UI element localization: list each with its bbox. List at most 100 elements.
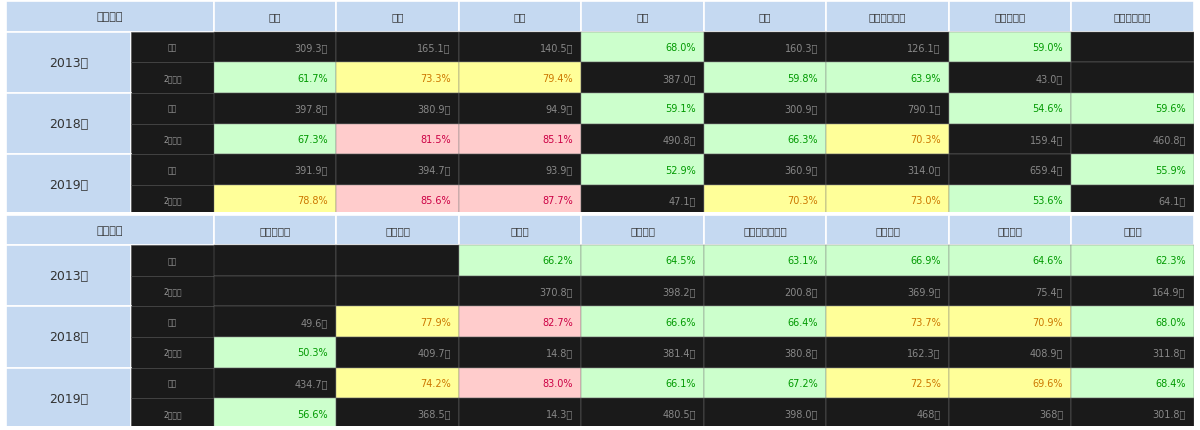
Text: 78.8%: 78.8%	[298, 196, 328, 206]
Bar	[1072, 368, 1194, 398]
Bar	[827, 307, 949, 337]
Text: 480.5万: 480.5万	[662, 408, 696, 418]
Text: 159.4万: 159.4万	[1030, 135, 1063, 144]
Bar	[131, 276, 214, 307]
Text: 93.9万: 93.9万	[546, 165, 574, 175]
Text: 79.4%: 79.4%	[542, 74, 574, 83]
Text: 69.6%: 69.6%	[1033, 378, 1063, 388]
Bar	[582, 185, 704, 216]
Bar	[336, 215, 458, 246]
Text: 初回: 初回	[168, 378, 176, 387]
Bar	[1072, 337, 1194, 368]
Text: 94.9万: 94.9万	[546, 104, 574, 114]
Text: アメリカ: アメリカ	[630, 225, 655, 235]
Bar	[1072, 246, 1194, 276]
Text: 59.8%: 59.8%	[787, 74, 818, 83]
Bar	[827, 276, 949, 307]
Bar	[6, 307, 131, 368]
Bar	[336, 307, 458, 337]
Text: 64.6%: 64.6%	[1033, 256, 1063, 266]
Bar	[827, 246, 949, 276]
Text: イギリス: イギリス	[875, 225, 900, 235]
Bar	[336, 276, 458, 307]
Bar	[949, 63, 1072, 94]
Text: 66.9%: 66.9%	[910, 256, 941, 266]
Bar	[458, 124, 582, 155]
Bar	[214, 246, 336, 276]
Text: ベトナム: ベトナム	[385, 225, 410, 235]
Bar	[131, 185, 214, 216]
Bar	[704, 155, 827, 185]
Text: 初回: 初回	[168, 317, 176, 326]
Bar	[131, 155, 214, 185]
Bar	[458, 276, 582, 307]
Text: 訪日回数: 訪日回数	[97, 12, 124, 22]
Text: 370.8万: 370.8万	[540, 286, 574, 296]
Bar	[1072, 307, 1194, 337]
Text: フィリピン: フィリピン	[259, 225, 290, 235]
Bar	[704, 124, 827, 155]
Bar	[1072, 215, 1194, 246]
Text: 490.8万: 490.8万	[662, 135, 696, 144]
Bar	[458, 307, 582, 337]
Text: 70.3%: 70.3%	[910, 135, 941, 144]
Bar	[458, 2, 582, 33]
Bar	[458, 215, 582, 246]
Bar	[131, 337, 214, 368]
Bar	[949, 398, 1072, 429]
Text: 66.4%: 66.4%	[787, 317, 818, 327]
Bar	[1072, 398, 1194, 429]
Bar	[949, 276, 1072, 307]
Text: 72.5%: 72.5%	[910, 378, 941, 388]
Text: 2度・含: 2度・含	[163, 135, 181, 144]
Bar	[1072, 63, 1194, 94]
Bar	[336, 246, 458, 276]
Bar	[458, 185, 582, 216]
Text: 160.3万: 160.3万	[785, 43, 818, 53]
Bar	[1072, 124, 1194, 155]
Bar	[949, 215, 1072, 246]
Bar	[458, 337, 582, 368]
Bar	[458, 155, 582, 185]
Bar	[336, 124, 458, 155]
Text: 2018年: 2018年	[49, 118, 88, 131]
Bar	[131, 94, 214, 124]
Text: 68.0%: 68.0%	[1156, 317, 1186, 327]
Text: 387.0万: 387.0万	[662, 74, 696, 83]
Bar	[336, 63, 458, 94]
Bar	[704, 276, 827, 307]
Text: 2019年: 2019年	[49, 392, 88, 405]
Bar	[214, 276, 336, 307]
Text: 309.3万: 309.3万	[295, 43, 328, 53]
Text: 381.4万: 381.4万	[662, 347, 696, 357]
Text: 49.6万: 49.6万	[301, 317, 328, 327]
Text: 59.6%: 59.6%	[1156, 104, 1186, 114]
Bar	[1072, 33, 1194, 63]
Bar	[582, 94, 704, 124]
Bar	[458, 398, 582, 429]
Bar	[1072, 276, 1194, 307]
Text: 66.6%: 66.6%	[665, 317, 696, 327]
Bar	[214, 33, 336, 63]
Text: 311.8万: 311.8万	[1152, 347, 1186, 357]
Bar	[458, 94, 582, 124]
Text: 380.8万: 380.8万	[785, 347, 818, 357]
Bar	[582, 33, 704, 63]
Text: 659.4万: 659.4万	[1030, 165, 1063, 175]
Text: 2013年: 2013年	[49, 270, 88, 283]
Text: 43.0万: 43.0万	[1036, 74, 1063, 83]
Text: 66.3%: 66.3%	[787, 135, 818, 144]
Text: 55.9%: 55.9%	[1154, 165, 1186, 175]
Text: 53.6%: 53.6%	[1032, 196, 1063, 206]
Bar	[458, 33, 582, 63]
Text: 54.6%: 54.6%	[1032, 104, 1063, 114]
Text: 2013年: 2013年	[49, 57, 88, 70]
Bar	[827, 398, 949, 429]
Text: 398.2万: 398.2万	[662, 286, 696, 296]
Text: 68.4%: 68.4%	[1156, 378, 1186, 388]
Text: 初回: 初回	[168, 43, 176, 52]
Bar	[827, 124, 949, 155]
Text: 66.1%: 66.1%	[665, 378, 696, 388]
Bar	[336, 33, 458, 63]
Text: 162.3万: 162.3万	[907, 347, 941, 357]
